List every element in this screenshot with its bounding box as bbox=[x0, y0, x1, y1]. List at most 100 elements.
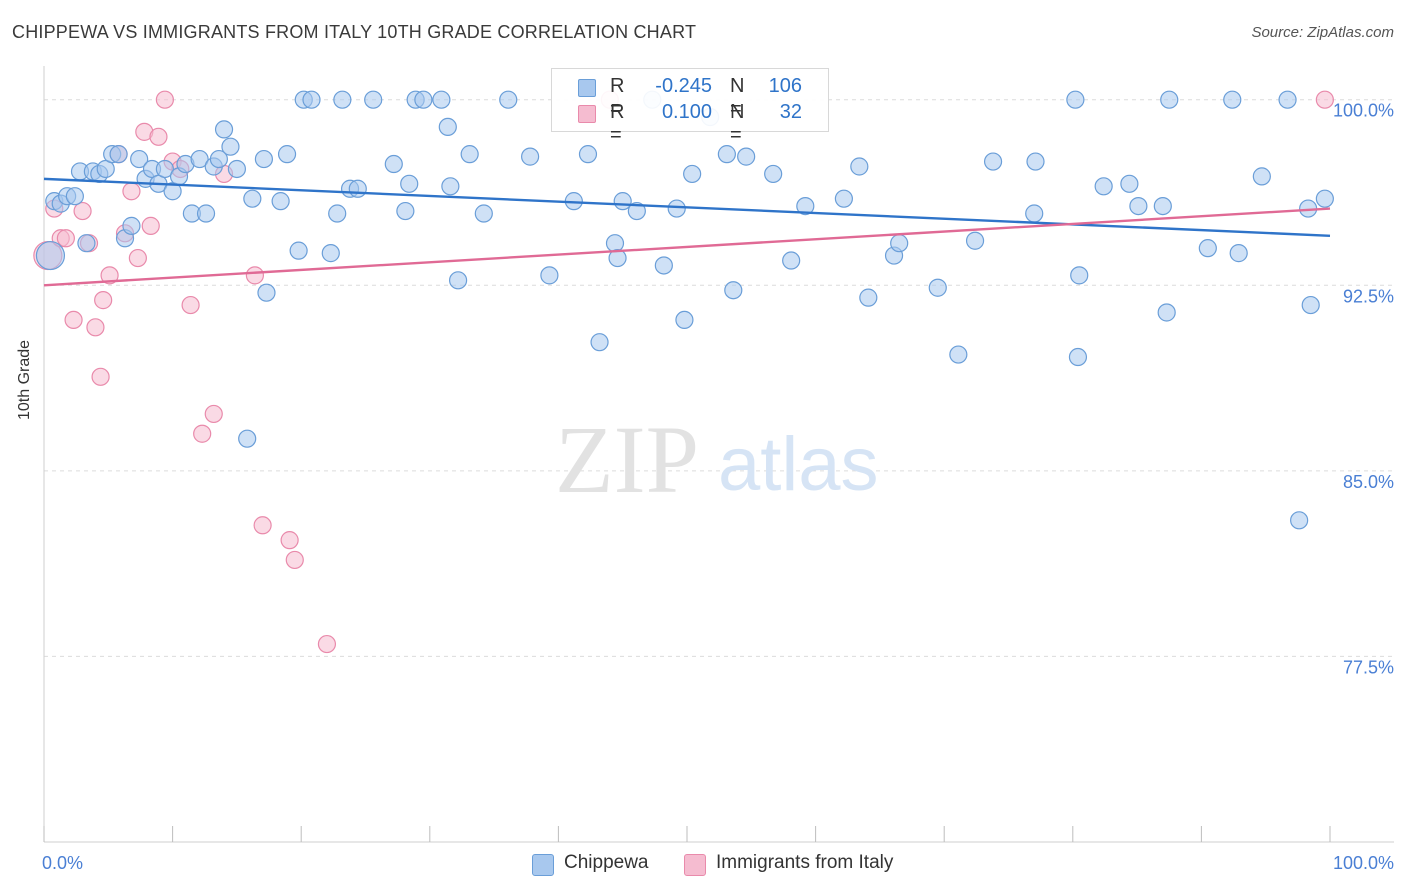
watermark-atlas: atlas bbox=[718, 422, 879, 507]
chippewa-legend-swatch bbox=[532, 854, 554, 876]
italy-legend-swatch bbox=[684, 854, 706, 876]
chippewa-point bbox=[796, 196, 815, 216]
y-tick-label: 85.0% bbox=[1343, 472, 1394, 492]
chippewa-point bbox=[414, 90, 433, 109]
chippewa-point bbox=[965, 231, 985, 250]
chippewa-point bbox=[724, 281, 743, 300]
series-legend: Chippewa Immigrants from Italy bbox=[0, 852, 1406, 878]
y-axis-label: 10th Grade bbox=[16, 339, 33, 420]
chippewa-point bbox=[834, 189, 853, 208]
chippewa-point bbox=[1025, 204, 1044, 223]
italy-trend-line bbox=[43, 207, 1331, 287]
chippewa-point bbox=[1301, 295, 1320, 315]
chippewa-point bbox=[190, 149, 209, 169]
chippewa-trend-line bbox=[43, 177, 1331, 237]
chippewa-point bbox=[928, 278, 947, 297]
chippewa-point bbox=[1290, 511, 1309, 530]
chippewa-point bbox=[1315, 189, 1334, 208]
chippewa-point bbox=[949, 345, 968, 364]
italy-point bbox=[245, 266, 265, 285]
chippewa-point bbox=[890, 234, 909, 253]
chippewa-point bbox=[654, 256, 673, 275]
chippewa-point bbox=[1252, 167, 1271, 186]
chippewa-point bbox=[441, 177, 460, 196]
italy-point bbox=[56, 229, 75, 248]
chippewa-point bbox=[77, 234, 96, 253]
chippewa-point bbox=[499, 90, 518, 109]
x-tick-label: 100.0% bbox=[1333, 853, 1394, 873]
chippewa-point bbox=[859, 288, 878, 307]
chippewa-point bbox=[333, 90, 352, 109]
italy-point bbox=[86, 318, 105, 337]
chippewa-point bbox=[400, 174, 419, 193]
italy-point bbox=[204, 404, 223, 424]
n-value: 32 bbox=[779, 101, 802, 123]
chippewa-point bbox=[384, 154, 403, 174]
chippewa-point bbox=[130, 149, 149, 169]
r-value: -0.245 bbox=[655, 75, 712, 97]
chippewa-point bbox=[764, 164, 783, 184]
italy-swatch bbox=[578, 105, 596, 123]
chippewa-point bbox=[348, 179, 367, 198]
chippewa-point bbox=[578, 145, 598, 164]
chippewa-point bbox=[1026, 152, 1045, 171]
chippewa-point bbox=[737, 147, 756, 166]
chippewa-point bbox=[782, 251, 801, 270]
chippewa-point bbox=[667, 199, 686, 218]
italy-point bbox=[193, 424, 212, 443]
r-label: R = bbox=[610, 75, 625, 120]
chippewa-point bbox=[155, 159, 174, 179]
chippewa-point bbox=[1278, 90, 1297, 109]
chippewa-swatch bbox=[578, 79, 596, 97]
chippewa-point bbox=[1160, 90, 1179, 109]
chippewa-point bbox=[396, 201, 415, 221]
italy-point bbox=[181, 295, 200, 315]
r-label: R = bbox=[610, 101, 625, 146]
italy-point bbox=[253, 516, 272, 535]
y-tick-label: 77.5% bbox=[1343, 657, 1394, 677]
chippewa-point bbox=[521, 147, 540, 166]
italy-point bbox=[155, 90, 174, 109]
chippewa-point bbox=[1198, 239, 1217, 258]
chippewa-point bbox=[438, 117, 457, 137]
chippewa-point bbox=[1153, 196, 1172, 216]
legend-label: Chippewa bbox=[564, 852, 649, 873]
grid-layer bbox=[44, 99, 1394, 657]
chippewa-point bbox=[1129, 196, 1148, 216]
chippewa-point bbox=[1157, 303, 1176, 322]
chippewa-point bbox=[1066, 90, 1085, 109]
chippewa-point bbox=[460, 145, 479, 164]
chippewa-point bbox=[122, 216, 141, 235]
source-label: Source: ZipAtlas.com bbox=[1251, 24, 1394, 41]
watermark-zip: ZIP bbox=[555, 406, 699, 513]
legend-label: Immigrants from Italy bbox=[716, 852, 894, 873]
r-value: 0.100 bbox=[661, 101, 712, 123]
chippewa-point bbox=[364, 90, 383, 109]
chippewa-point bbox=[590, 333, 609, 352]
chippewa-point bbox=[221, 137, 240, 156]
italy-point bbox=[64, 310, 83, 330]
chippewa-point bbox=[540, 266, 559, 285]
chippewa-point bbox=[109, 145, 128, 164]
chippewa-point bbox=[238, 429, 257, 448]
italy-point bbox=[128, 248, 147, 268]
chippewa-point bbox=[196, 204, 216, 223]
y-tick-label: 100.0% bbox=[1333, 101, 1394, 121]
n-label: N = bbox=[730, 101, 745, 146]
chippewa-point bbox=[683, 164, 702, 184]
italy-point bbox=[1315, 90, 1334, 109]
chippewa-point bbox=[1094, 177, 1113, 196]
axis-layer bbox=[43, 66, 1394, 843]
chippewa-point bbox=[277, 145, 297, 164]
chippewa-point bbox=[675, 310, 694, 330]
chippewa-point bbox=[65, 187, 84, 206]
chippewa-point bbox=[35, 240, 66, 271]
chippewa-point bbox=[321, 244, 340, 263]
chippewa-point bbox=[627, 201, 646, 221]
n-label: N = bbox=[730, 75, 745, 120]
italy-point bbox=[141, 216, 160, 235]
chippewa-point bbox=[1229, 244, 1248, 263]
x-tick-label: 0.0% bbox=[42, 853, 83, 873]
chippewa-point bbox=[432, 90, 451, 109]
